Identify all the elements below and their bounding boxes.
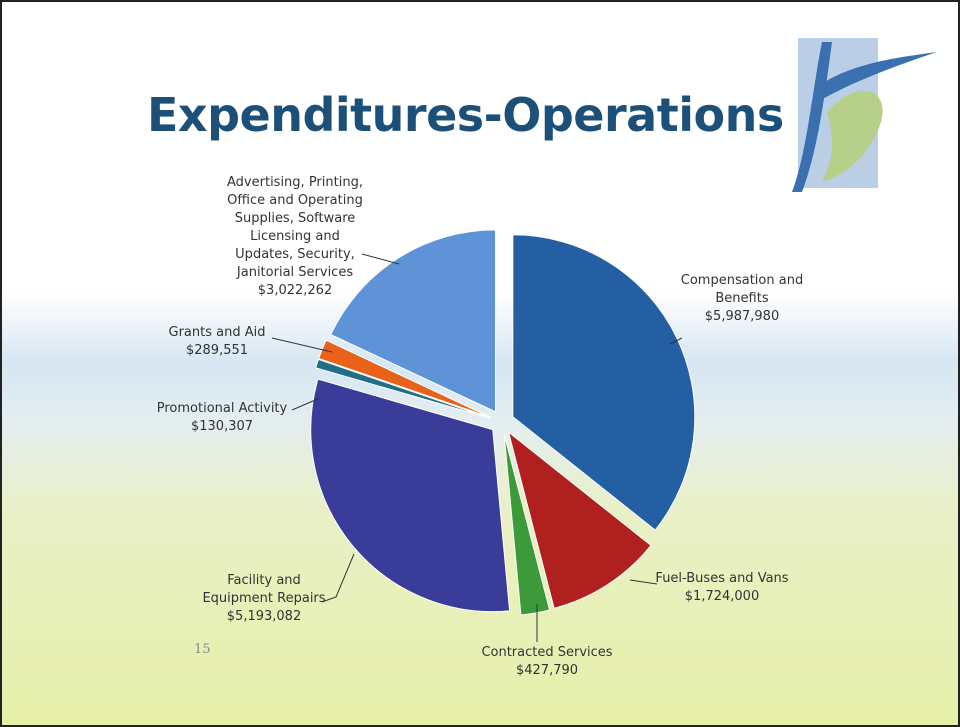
label-name: Advertising, Printing, Office and Operat… — [227, 175, 363, 280]
label-value: $5,193,082 — [226, 609, 302, 624]
pie — [310, 229, 696, 616]
label-name: Grants and Aid — [168, 325, 266, 340]
label-name: Facility and Equipment Repairs — [202, 573, 326, 606]
pie-slice — [330, 229, 497, 413]
slice-label: Facility and Equipment Repairs $5,193,082 — [194, 572, 334, 626]
slide-title: Expenditures-Operations — [147, 88, 784, 142]
pie-slice — [503, 433, 551, 616]
logo — [792, 38, 937, 192]
pie-slice — [512, 234, 696, 531]
pie-slice — [315, 358, 491, 419]
label-value: $3,022,262 — [257, 283, 333, 298]
label-value: $289,551 — [185, 343, 249, 358]
leader-lines — [271, 253, 683, 642]
slice-label: Grants and Aid $289,551 — [147, 324, 287, 360]
slice-label: Promotional Activity $130,307 — [142, 400, 302, 436]
label-name: Promotional Activity — [156, 401, 288, 416]
label-value: $130,307 — [190, 419, 254, 434]
page-number: 15 — [194, 642, 211, 657]
slice-label: Compensation and Benefits $5,987,980 — [667, 272, 817, 326]
pie-slice — [507, 430, 652, 609]
label-name: Fuel-Buses and Vans — [655, 571, 789, 586]
label-value: $427,790 — [515, 663, 579, 678]
label-name: Compensation and Benefits — [680, 273, 804, 306]
label-value: $5,987,980 — [704, 309, 780, 324]
slice-label: Contracted Services $427,790 — [472, 644, 622, 680]
label-name: Contracted Services — [481, 645, 613, 660]
slice-label: Fuel-Buses and Vans $1,724,000 — [647, 570, 797, 606]
pie-slice — [310, 378, 511, 613]
label-value: $1,724,000 — [684, 589, 760, 604]
slice-label: Advertising, Printing, Office and Operat… — [220, 174, 370, 300]
